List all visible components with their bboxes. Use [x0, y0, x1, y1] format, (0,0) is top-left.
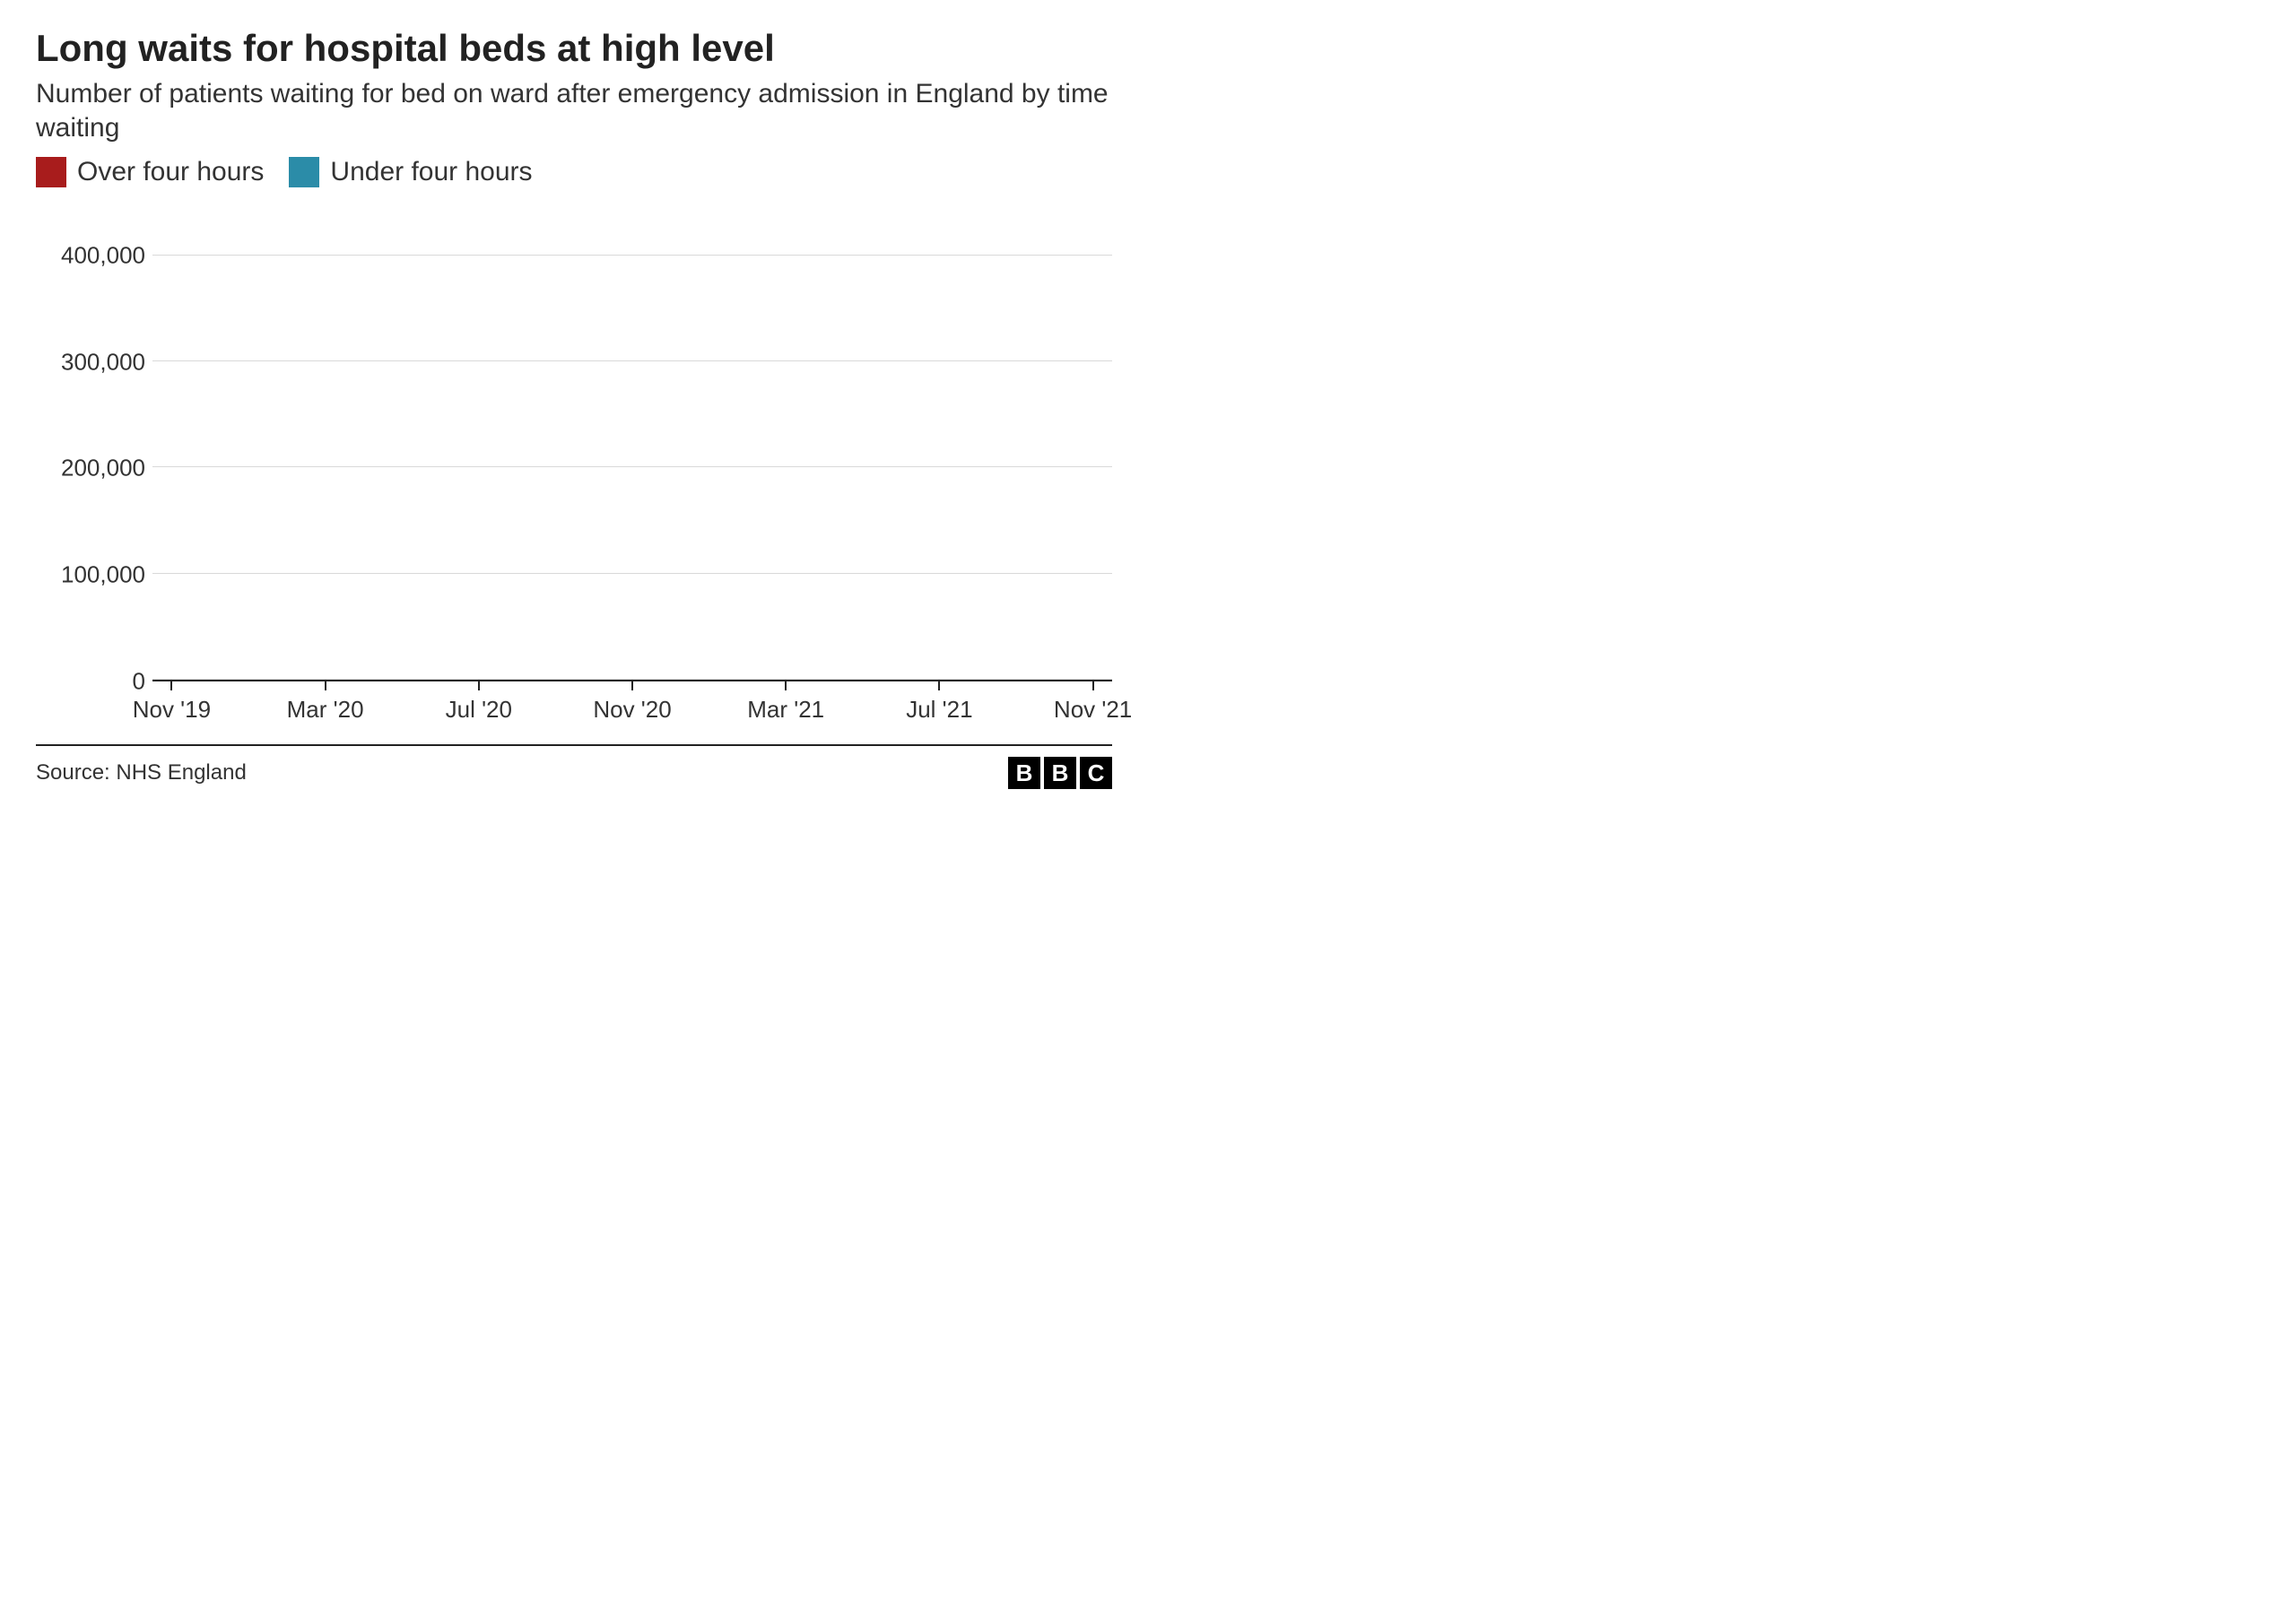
gridline [152, 466, 1112, 467]
x-tick-mark [631, 681, 633, 690]
x-tick-mark [1092, 681, 1094, 690]
gridline [152, 573, 1112, 574]
x-tick-label: Nov '20 [593, 696, 671, 724]
legend-label-over: Over four hours [77, 157, 264, 187]
x-axis: Nov '19Mar '20Jul '20Nov '20Mar '21Jul '… [152, 681, 1112, 735]
y-tick-label: 200,000 [29, 455, 145, 482]
x-tick-mark [478, 681, 480, 690]
y-tick-label: 0 [29, 668, 145, 696]
bars-container [156, 223, 1109, 680]
logo-letter: C [1080, 757, 1112, 789]
x-tick-label: Jul '21 [906, 696, 972, 724]
x-tick-label: Nov '21 [1054, 696, 1132, 724]
gridline [152, 360, 1112, 361]
x-tick-mark [325, 681, 326, 690]
logo-letter: B [1008, 757, 1040, 789]
gridline [152, 255, 1112, 256]
x-tick-label: Mar '21 [747, 696, 824, 724]
logo-letter: B [1044, 757, 1076, 789]
chart-subtitle: Number of patients waiting for bed on wa… [36, 77, 1112, 144]
footer: Source: NHS England B B C [36, 744, 1112, 789]
x-tick-mark [785, 681, 787, 690]
x-tick-mark [938, 681, 940, 690]
y-axis: 0100,000200,000300,000400,000 [36, 223, 152, 681]
chart-area: 0100,000200,000300,000400,000 [36, 223, 1112, 681]
y-tick-label: 100,000 [29, 561, 145, 589]
gridline [152, 679, 1112, 680]
x-tick-label: Mar '20 [287, 696, 364, 724]
x-tick-label: Jul '20 [446, 696, 512, 724]
chart-title: Long waits for hospital beds at high lev… [36, 27, 1112, 70]
legend-swatch-under [289, 157, 319, 187]
legend-label-under: Under four hours [330, 157, 532, 187]
x-tick-mark [170, 681, 172, 690]
bbc-logo: B B C [1008, 757, 1112, 789]
x-tick-label: Nov '19 [133, 696, 211, 724]
y-tick-label: 300,000 [29, 348, 145, 376]
plot-area [152, 223, 1112, 681]
legend-swatch-over [36, 157, 66, 187]
source-text: Source: NHS England [36, 760, 247, 785]
y-tick-label: 400,000 [29, 241, 145, 269]
legend-item-over: Over four hours [36, 157, 264, 187]
legend: Over four hours Under four hours [36, 157, 1112, 187]
legend-item-under: Under four hours [289, 157, 532, 187]
